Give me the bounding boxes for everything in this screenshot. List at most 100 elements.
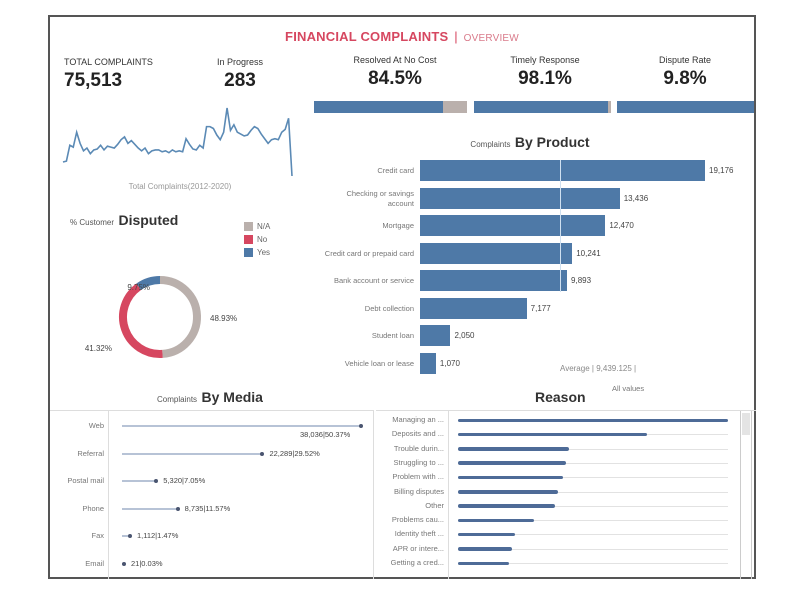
legend-swatch-no	[244, 235, 253, 245]
reason-bar[interactable]	[458, 461, 566, 465]
dashboard-frame: FINANCIAL COMPLAINTS | OVERVIEW TOTAL CO…	[48, 15, 756, 579]
reason-track	[458, 448, 728, 450]
media-category-label: Postal mail	[67, 476, 104, 485]
media-row-phone[interactable]	[122, 507, 177, 510]
donut-label-no: 41.32%	[85, 344, 112, 353]
reason-track	[458, 477, 728, 479]
reason-track	[458, 520, 728, 522]
media-category-label: Phone	[82, 503, 104, 513]
reason-axis-divider	[448, 411, 449, 579]
product-value-label: 13,436	[623, 193, 649, 203]
media-dot	[127, 534, 132, 538]
legend-swatch-yes	[244, 248, 253, 258]
disputed-title-small: % Customer	[70, 218, 115, 227]
product-category-label: Checking or savings account	[346, 188, 414, 208]
media-row-fax[interactable]	[122, 535, 129, 537]
product-bar[interactable]	[420, 325, 451, 346]
reason-bar[interactable]	[458, 447, 569, 451]
reason-category-label: Problems cau...	[391, 515, 444, 525]
reason-category-label: APR or intere...	[392, 543, 444, 553]
kpi-dispute: Dispute Rate 9.8%	[615, 55, 755, 90]
product-value-label: 9,893	[571, 276, 592, 285]
legend-item-yes[interactable]: Yes	[244, 248, 270, 261]
media-category-label: Fax	[91, 531, 104, 540]
product-bar[interactable]	[420, 160, 705, 181]
disputed-title: % Customer Disputed	[70, 212, 178, 230]
product-category-label: Student loan	[371, 331, 414, 340]
reason-bar[interactable]	[458, 547, 512, 551]
legend-item-na[interactable]: N/A	[244, 222, 270, 235]
media-chart: Web 38,036|50.37% Referral 22,289|29.52% Pos…	[50, 411, 374, 579]
product-value-label: 7,177	[530, 303, 551, 313]
reason-track	[458, 491, 728, 493]
media-panel: Web 38,036|50.37% Referral 22,289|29.52% Pos…	[50, 410, 374, 579]
reason-bar[interactable]	[458, 532, 515, 537]
product-category-label: Mortgage	[382, 221, 414, 230]
product-category-label: Credit card	[377, 166, 414, 175]
product-category-label: Vehicle loan or lease	[344, 358, 414, 368]
reason-scrollbar[interactable]	[740, 411, 752, 579]
kpi-dispute-value: 9.8%	[663, 68, 707, 89]
product-bar[interactable]	[420, 215, 606, 236]
reason-bar[interactable]	[458, 490, 558, 494]
media-category-label: Email	[85, 558, 104, 568]
media-value-label: 1,112|1.47%	[136, 531, 179, 540]
donut-slice-na[interactable]	[159, 276, 201, 358]
media-row-referral[interactable]	[122, 452, 262, 455]
reason-bar[interactable]	[458, 518, 534, 523]
reason-track	[458, 534, 728, 536]
average-label: Average	[560, 364, 590, 373]
reason-track	[458, 462, 728, 464]
reason-chart: Managing an ... Deposits and ... Trouble d…	[376, 411, 736, 579]
product-bar[interactable]	[420, 187, 620, 209]
average-reference-label: Average | 9,439.125 |	[560, 364, 637, 373]
all-values-filter[interactable]: All values	[612, 384, 645, 393]
product-value-label: 1,070	[439, 358, 460, 368]
product-value-label: 12,470	[609, 221, 634, 230]
reason-category-label: Deposits and ...	[391, 429, 444, 439]
kpi-dispute-label: Dispute Rate	[658, 55, 712, 65]
average-reference-line	[560, 160, 562, 292]
product-chart-title: Complaints By Product	[305, 134, 755, 152]
kpi-resolved: Resolved At No Cost 84.5%	[315, 55, 475, 90]
product-title-big: By Product	[514, 134, 590, 150]
timely-progress-bar	[474, 101, 611, 113]
media-row-web[interactable]	[122, 425, 360, 427]
reason-track	[458, 505, 728, 507]
product-category-label: Credit card or prepaid card	[324, 248, 414, 258]
dashboard-title: FINANCIAL COMPLAINTS | OVERVIEW	[50, 29, 754, 44]
legend-swatch-na	[244, 222, 253, 232]
donut-slice-no[interactable]	[119, 283, 163, 358]
media-row-postal-mail[interactable]	[122, 480, 156, 482]
title-subtitle: OVERVIEW	[463, 33, 519, 44]
dispute-bar	[617, 101, 754, 113]
product-bar[interactable]	[420, 352, 436, 374]
media-dot	[175, 506, 180, 511]
legend-label-yes: Yes	[257, 248, 271, 257]
reason-bar[interactable]	[458, 475, 564, 480]
disputed-title-big: Disputed	[118, 212, 179, 228]
dispute-bar-fill	[617, 101, 754, 113]
reason-title: Reason	[535, 389, 586, 405]
reason-bar[interactable]	[458, 418, 728, 422]
kpi-resolved-value: 84.5%	[368, 68, 422, 89]
reason-bar[interactable]	[458, 561, 510, 565]
reason-scrollbar-thumb[interactable]	[742, 413, 750, 435]
media-value-label: 21|0.03%	[131, 558, 163, 568]
reason-bar[interactable]	[458, 504, 556, 508]
sparkline-chart	[62, 107, 293, 177]
product-bar[interactable]	[420, 242, 573, 264]
sparkline-panel: Total Complaints(2012-2020)	[60, 102, 300, 197]
product-bar[interactable]	[420, 270, 568, 291]
product-category-label: Bank account or service	[333, 276, 414, 285]
legend-item-no[interactable]: No	[244, 235, 270, 248]
donut-slice-yes[interactable]	[136, 276, 161, 291]
reason-track	[458, 563, 728, 564]
kpi-in-progress-label: In Progress	[216, 57, 264, 67]
kpi-in-progress: In Progress 283	[200, 57, 280, 92]
product-bar[interactable]	[420, 297, 527, 319]
resolved-progress-bar	[314, 101, 467, 113]
kpi-timely-label: Timely Response	[510, 55, 580, 65]
reason-bar[interactable]	[458, 432, 647, 437]
reason-category-label: Trouble durin...	[393, 443, 444, 453]
